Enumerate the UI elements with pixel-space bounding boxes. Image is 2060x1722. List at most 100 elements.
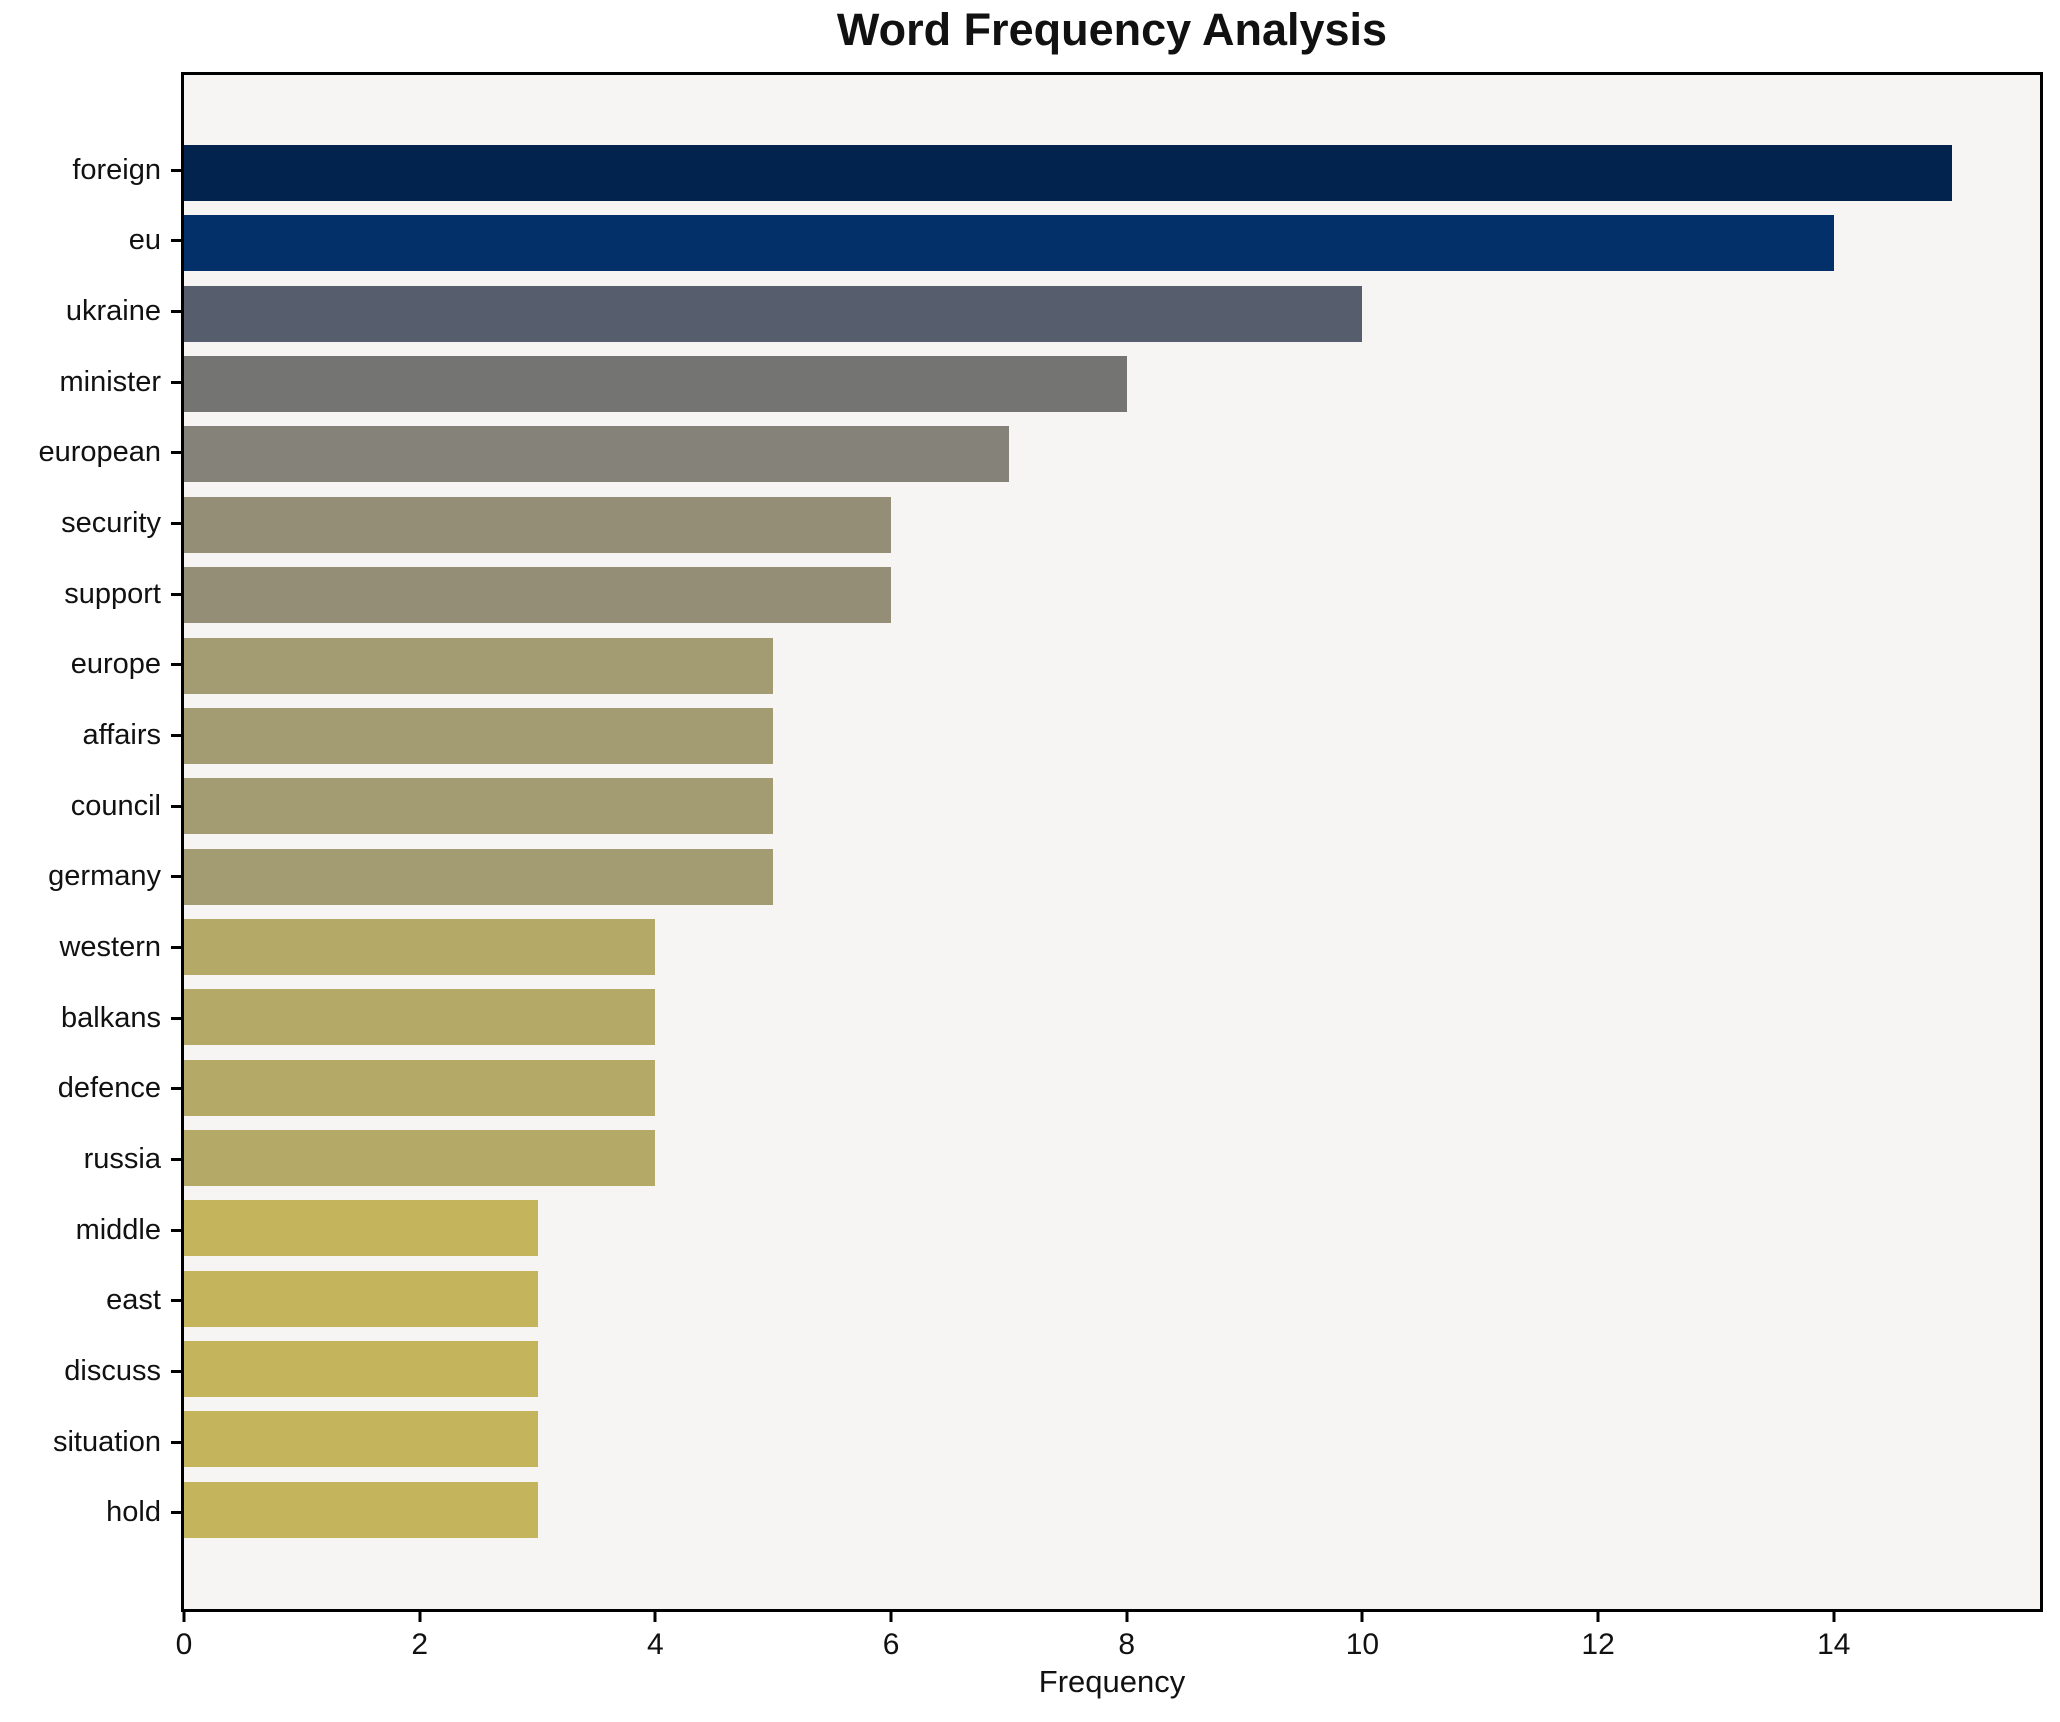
bar-row-russia xyxy=(184,1130,2040,1187)
bar-eu xyxy=(184,215,1834,272)
x-tick-mark-4 xyxy=(653,1612,657,1622)
y-tick-row-council: council xyxy=(0,778,181,834)
bar-row-discuss xyxy=(184,1341,2040,1398)
y-tick-label-hold: hold xyxy=(106,1496,161,1529)
bar-row-eu xyxy=(184,215,2040,272)
bar-row-ukraine xyxy=(184,285,2040,342)
y-tick-mark xyxy=(171,663,181,667)
bar-row-minister xyxy=(184,356,2040,413)
bar-germany xyxy=(184,848,774,905)
bar-council xyxy=(184,778,774,835)
bar-row-affairs xyxy=(184,707,2040,764)
x-tick-mark-2 xyxy=(418,1612,422,1622)
x-tick-label-12: 12 xyxy=(1581,1628,1615,1661)
y-tick-mark xyxy=(171,804,181,808)
bar-row-balkans xyxy=(184,989,2040,1046)
bar-affairs xyxy=(184,707,774,764)
x-tick-label-4: 4 xyxy=(647,1628,664,1661)
y-tick-row-russia: russia xyxy=(0,1131,181,1187)
y-tick-mark xyxy=(171,309,181,313)
y-tick-row-hold: hold xyxy=(0,1485,181,1541)
y-tick-label-east: east xyxy=(106,1284,161,1317)
y-tick-label-middle: middle xyxy=(75,1213,161,1246)
y-tick-mark xyxy=(171,1157,181,1161)
x-axis-title: Frequency xyxy=(1038,1664,1186,1699)
x-tick-mark-6 xyxy=(889,1612,893,1622)
bar-europe xyxy=(184,637,774,694)
y-tick-label-situation: situation xyxy=(52,1425,161,1458)
bar-row-support xyxy=(184,567,2040,624)
bar-row-europe xyxy=(184,637,2040,694)
y-tick-label-russia: russia xyxy=(83,1142,161,1175)
y-tick-label-germany: germany xyxy=(48,860,161,893)
y-tick-row-foreign: foreign xyxy=(0,142,181,198)
y-tick-row-minister: minister xyxy=(0,354,181,410)
y-tick-label-defence: defence xyxy=(57,1072,161,1105)
bar-western xyxy=(184,918,656,975)
y-tick-label-security: security xyxy=(61,506,161,539)
y-tick-label-european: european xyxy=(38,436,161,469)
chart-title: Word Frequency Analysis xyxy=(836,4,1388,55)
y-tick-label-balkans: balkans xyxy=(61,1001,161,1034)
x-tick-label-10: 10 xyxy=(1345,1628,1380,1661)
bar-row-hold xyxy=(184,1481,2040,1538)
plot-area xyxy=(181,72,2043,1612)
x-tick-label-0: 0 xyxy=(175,1628,193,1661)
y-tick-row-affairs: affairs xyxy=(0,707,181,763)
y-tick-mark xyxy=(171,945,181,949)
y-tick-label-ukraine: ukraine xyxy=(65,294,161,327)
x-tick-mark-10 xyxy=(1360,1612,1364,1622)
y-tick-mark xyxy=(171,451,181,455)
y-tick-label-discuss: discuss xyxy=(64,1354,161,1387)
bar-minister xyxy=(184,356,1127,413)
bar-security xyxy=(184,496,892,553)
y-tick-mark xyxy=(171,1299,181,1303)
y-tick-mark xyxy=(171,380,181,384)
y-tick-row-ukraine: ukraine xyxy=(0,283,181,339)
y-tick-row-east: east xyxy=(0,1273,181,1329)
y-tick-row-european: european xyxy=(0,425,181,481)
x-tick-mark-0 xyxy=(182,1612,186,1622)
y-tick-mark xyxy=(171,168,181,172)
y-tick-row-middle: middle xyxy=(0,1202,181,1258)
y-tick-label-affairs: affairs xyxy=(82,718,161,751)
bar-foreign xyxy=(184,145,1952,201)
bar-defence xyxy=(184,1059,656,1116)
bar-row-situation xyxy=(184,1411,2040,1468)
y-tick-row-europe: europe xyxy=(0,637,181,693)
y-tick-label-foreign: foreign xyxy=(72,153,161,186)
y-tick-label-eu: eu xyxy=(128,224,161,257)
bar-hold xyxy=(184,1481,538,1538)
y-tick-mark xyxy=(171,1369,181,1373)
y-tick-label-europe: europe xyxy=(70,648,161,681)
bar-row-security xyxy=(184,496,2040,553)
x-tick-label-6: 6 xyxy=(882,1628,900,1661)
bar-russia xyxy=(184,1130,656,1187)
x-tick-label-14: 14 xyxy=(1817,1628,1851,1661)
bar-row-foreign xyxy=(184,145,2040,201)
y-tick-mark xyxy=(171,875,181,879)
y-tick-row-discuss: discuss xyxy=(0,1343,181,1399)
y-tick-row-security: security xyxy=(0,495,181,551)
y-tick-row-germany: germany xyxy=(0,849,181,905)
bar-european xyxy=(184,426,1009,483)
x-axis: 0 2 4 6 8 10 12 14 xyxy=(176,1612,2043,1682)
y-tick-label-council: council xyxy=(70,789,161,822)
y-tick-mark xyxy=(171,1228,181,1232)
x-tick-label-2: 2 xyxy=(411,1628,429,1661)
bar-row-defence xyxy=(184,1059,2040,1116)
bar-situation xyxy=(184,1411,538,1468)
y-tick-mark xyxy=(171,1440,181,1444)
y-tick-row-eu: eu xyxy=(0,213,181,269)
y-tick-row-situation: situation xyxy=(0,1414,181,1470)
y-tick-row-western: western xyxy=(0,919,181,975)
y-tick-mark xyxy=(171,733,181,737)
y-tick-row-defence: defence xyxy=(0,1061,181,1117)
y-tick-label-western: western xyxy=(59,930,161,963)
bar-discuss xyxy=(184,1341,538,1398)
y-tick-row-balkans: balkans xyxy=(0,990,181,1046)
bar-ukraine xyxy=(184,285,1363,342)
bar-balkans xyxy=(184,989,656,1046)
y-tick-mark xyxy=(171,521,181,525)
